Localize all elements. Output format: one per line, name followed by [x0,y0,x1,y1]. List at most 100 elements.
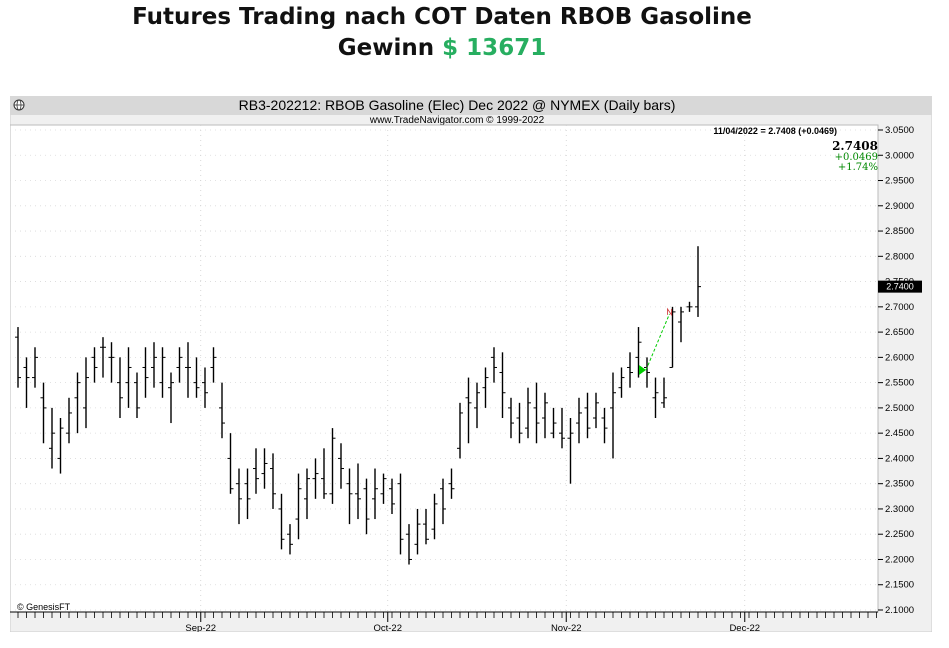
price-change-pct: +1.74% [838,162,878,173]
ohlc-bar [465,377,472,444]
ohlc-bar [193,357,200,398]
y-tick-label: 2.3000 [885,504,914,515]
month-label: Oct-22 [373,623,402,632]
ohlc-bar [329,428,336,504]
ohlc-bar [482,367,489,408]
y-tick-label: 2.8000 [885,251,914,262]
ohlc-bar [601,407,608,444]
ohlc-bar [440,478,446,525]
ohlc-bar [91,347,98,383]
ohlc-bar [491,347,497,383]
y-tick-label: 2.2500 [885,529,914,540]
ohlc-bar [355,463,361,520]
ohlc-bar [219,382,225,439]
ohlc-bar [236,468,242,525]
y-tick-label: 2.1500 [885,580,914,591]
ohlc-bar [516,402,523,444]
ohlc-bar [32,347,38,388]
grid [10,125,878,612]
ohlc-bar [278,493,285,550]
ohlc-bar [627,352,633,388]
ohlc-bar [287,524,293,555]
ohlc-bar [414,508,421,555]
ohlc-bar [23,357,30,408]
gain-line: Gewinn $ 13671 [0,35,884,61]
ohlc-bar [338,443,344,489]
ohlc-bar [380,473,387,504]
ohlc-bar [49,407,55,469]
ohlc-bar [321,448,327,499]
ohlc-bar [134,372,140,418]
gain-label: Gewinn [337,35,435,61]
ohlc-bar [40,382,47,444]
price-tag-label: 2.7400 [886,282,914,292]
info-line: 11/04/2022 = 2.7408 (+0.0469) [713,126,837,136]
ohlc-bar [474,382,480,429]
ohlc-bar [686,301,693,312]
ohlc-bar [295,473,302,540]
month-label: Sep-22 [185,623,216,632]
last-price: 2.7408 [832,139,878,153]
y-tick-label: 2.5500 [885,378,914,389]
ohlc-bar [176,347,183,383]
ohlc-bar [15,327,21,388]
ohlc-bar [457,402,463,459]
ohlc-bar [406,524,412,565]
ohlc-bar [312,458,319,499]
chart-title-bar [10,96,932,115]
ohlc-bar [185,342,191,398]
y-tick-label: 2.1000 [885,605,914,616]
price-bars [15,246,701,565]
ohlc-bar [525,387,531,439]
y-tick-label: 2.9500 [885,176,914,187]
gain-value: $ 13671 [442,35,547,61]
price-change: +0.0469 [835,152,878,163]
ohlc-bar [593,392,599,429]
ohlc-bar [151,342,157,388]
ohlc-bar [389,478,395,514]
y-tick-label: 2.6500 [885,327,914,338]
signals [639,307,672,375]
ohlc-bar [448,468,455,499]
ohlc-bar [533,382,540,444]
ohlc-bar [142,347,149,398]
ohlc-bar [678,306,684,343]
ohlc-bar [125,347,132,408]
ohlc-bar [57,418,64,474]
ohlc-bar [423,508,429,545]
ohlc-bar [117,357,123,418]
ohlc-bar [346,468,353,525]
ohlc-bar [363,478,370,535]
ohlc-bar [618,367,625,398]
buy-signal-arrow [639,365,646,375]
y-tick-label: 2.4500 [885,428,914,439]
globe-icon [13,99,25,111]
ohlc-bar [542,392,548,439]
price-tag: 2.7400 [878,280,922,293]
ohlc-bar [499,352,506,418]
ohlc-bar [74,372,81,434]
chart-subtitle: www.TradeNavigator.com © 1999-2022 [369,115,545,126]
ohlc-bar [610,372,616,459]
page-title: Futures Trading nach COT Daten RBOB Gaso… [132,4,752,30]
ohlc-bar [168,372,174,424]
chart-title: RB3-202212: RBOB Gasoline (Elec) Dec 202… [239,97,676,113]
ohlc-bar [644,357,650,388]
y-tick-label: 2.2000 [885,554,914,565]
y-tick-label: 2.9000 [885,201,914,212]
ohlc-bar [108,342,115,383]
ohlc-bar [227,433,234,494]
ohlc-bar [550,407,557,439]
y-tick-label: 2.5000 [885,403,914,414]
ohlc-bar [253,448,259,494]
month-label: Nov-22 [551,623,582,632]
ohlc-bar [304,468,310,520]
price-chart: RB3-202212: RBOB Gasoline (Elec) Dec 202… [9,95,933,634]
y-tick-label: 2.7000 [885,302,914,313]
y-tick-label: 3.0000 [885,150,914,161]
ohlc-bar [210,347,217,383]
ohlc-bar [202,367,208,408]
plot-area [9,124,879,613]
exit-signal-marker [667,307,672,317]
ohlc-bar [669,306,676,368]
